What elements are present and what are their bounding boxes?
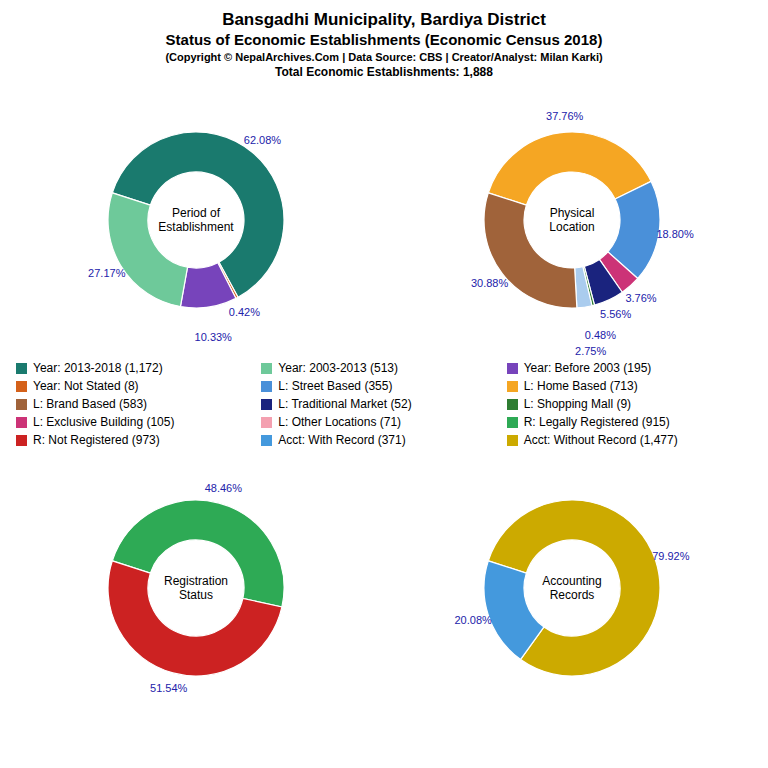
svg-text:0.42%: 0.42% — [229, 306, 260, 318]
html-text:Bansgadhi Municipality, Bardiy: Bansgadhi Municipality, Bardiya District — [222, 10, 546, 29]
svg-text:51.54%: 51.54% — [150, 682, 188, 694]
svg-text:0.48%: 0.48% — [585, 329, 616, 341]
html-text:L: Other Locations (71): L: Other Locations (71) — [278, 415, 402, 429]
svg-text:48.46%: 48.46% — [205, 482, 243, 494]
svg-text:5.56%: 5.56% — [600, 308, 631, 320]
html-text:L: Traditional Market (52): L: Traditional Market (52) — [278, 397, 412, 411]
html-text:Physical Location: Physical Location — [549, 206, 595, 234]
svg-text:30.88%: 30.88% — [471, 277, 509, 289]
html-text:Year: 2003-2013 (513): Year: 2003-2013 (513) — [278, 361, 398, 375]
html-text:L: Street Based (355): L: Street Based (355) — [278, 379, 393, 393]
html-text:Period of Establishment: Period of Establishment — [158, 206, 234, 234]
svg-text:37.76%: 37.76% — [546, 110, 584, 122]
html-text:L: Brand Based (583): L: Brand Based (583) — [33, 397, 148, 411]
html-text:Total Economic Establishments:: Total Economic Establishments: 1,888 — [275, 65, 493, 79]
html-text:Year: Before 2003 (195): Year: Before 2003 (195) — [523, 361, 652, 375]
svg-text:79.92%: 79.92% — [652, 550, 690, 562]
html-text:Acct: Without Record (1,477): Acct: Without Record (1,477) — [523, 433, 678, 447]
html-text:Acct: With Record (371): Acct: With Record (371) — [278, 433, 406, 447]
svg-text:2.75%: 2.75% — [575, 345, 606, 357]
html-text:Registration Status: Registration Status — [164, 574, 228, 602]
html-text:Status of Economic Establishme: Status of Economic Establishments (Econo… — [165, 31, 603, 48]
html-text:L: Shopping Mall (9): L: Shopping Mall (9) — [523, 397, 631, 411]
svg-text:20.08%: 20.08% — [455, 614, 493, 626]
svg-text:3.76%: 3.76% — [625, 292, 656, 304]
svg-text:10.33%: 10.33% — [195, 331, 233, 343]
html-text:L: Exclusive Building (105): L: Exclusive Building (105) — [33, 415, 175, 429]
svg-text:62.08%: 62.08% — [244, 134, 282, 146]
html-text:R: Legally Registered (915): R: Legally Registered (915) — [523, 415, 670, 429]
html-text:Year: Not Stated (8): Year: Not Stated (8) — [33, 379, 139, 393]
svg-text:18.80%: 18.80% — [656, 228, 694, 240]
html-text:R: Not Registered (973): R: Not Registered (973) — [33, 433, 160, 447]
html-text:Accounting Records: Accounting Records — [542, 574, 602, 602]
svg-text:27.17%: 27.17% — [88, 267, 126, 279]
html-text:(Copyright © NepalArchives.Com: (Copyright © NepalArchives.Com | Data So… — [165, 51, 603, 63]
html-text:L: Home Based (713): L: Home Based (713) — [523, 379, 638, 393]
html-text:Year: 2013-2018 (1,172): Year: 2013-2018 (1,172) — [33, 361, 163, 375]
